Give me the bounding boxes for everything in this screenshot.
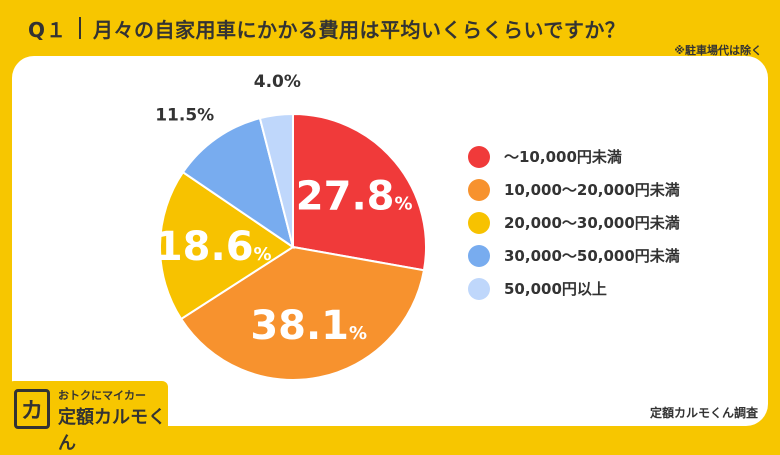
- pie-slice: [292, 112, 427, 272]
- brand-logo: カ おトクにマイカー 定額カルモくん: [8, 381, 168, 454]
- legend-item: ～10,000円未満: [468, 140, 680, 173]
- logo-mark: カ: [14, 389, 50, 429]
- question-text: 月々の自家用車にかかる費用は平均いくらくらいですか？: [93, 17, 626, 42]
- legend-swatch: [468, 244, 490, 267]
- slice-value-label: 11.5%: [155, 106, 214, 126]
- brand-name: 定額カルモくん: [58, 407, 166, 454]
- pie-slice: [181, 116, 295, 250]
- legend-label: 10,000～20,000円未満: [504, 181, 680, 199]
- source-note: 定額カルモくん調査: [649, 406, 758, 420]
- question-number: Q１: [28, 17, 68, 42]
- legend-item: 30,000～50,000円未満: [468, 239, 680, 272]
- slice-value-label: 4.0%: [254, 72, 301, 92]
- question-header: Q１ 月々の自家用車にかかる費用は平均いくらくらいですか？: [28, 14, 625, 42]
- legend-label: 50,000円以上: [504, 280, 607, 298]
- slice-value-label: 27.8%: [296, 174, 413, 220]
- legend-item: 50,000円以上: [468, 272, 680, 305]
- legend-item: 20,000～30,000円未満: [468, 206, 680, 239]
- legend-swatch: [468, 178, 490, 201]
- legend: ～10,000円未満 10,000～20,000円未満 20,000～30,00…: [468, 140, 680, 305]
- pie-slice: [258, 112, 294, 248]
- legend-swatch: [468, 145, 490, 168]
- header-divider: [79, 17, 82, 39]
- slice-value-label: 38.1%: [250, 303, 367, 349]
- legend-swatch: [468, 211, 490, 234]
- legend-item: 10,000～20,000円未満: [468, 173, 680, 206]
- legend-label: ～10,000円未満: [504, 148, 622, 166]
- footnote: ※駐車場代は除く: [674, 44, 762, 57]
- legend-label: 20,000～30,000円未満: [504, 214, 680, 232]
- pie-slice: [159, 170, 295, 321]
- legend-swatch: [468, 277, 490, 300]
- pie-chart: 27.8% 38.1% 18.6% 11.5% 4.0%: [155, 72, 427, 381]
- brand-tagline: おトクにマイカー: [58, 389, 146, 402]
- legend-label: 30,000～50,000円未満: [504, 247, 680, 265]
- slice-value-label: 18.6%: [155, 224, 272, 270]
